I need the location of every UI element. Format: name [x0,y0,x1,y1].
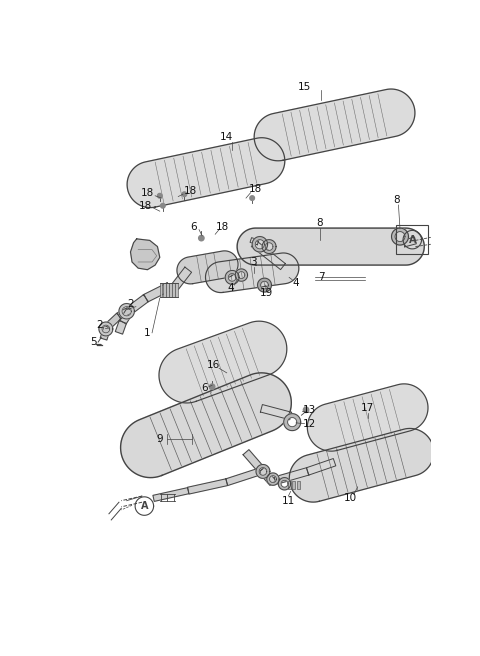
Polygon shape [172,267,192,289]
Polygon shape [262,239,276,253]
Polygon shape [254,89,415,161]
Circle shape [250,195,254,200]
Text: 7: 7 [318,272,325,282]
Circle shape [182,192,187,197]
Text: 13: 13 [302,405,316,415]
Text: 1: 1 [144,328,151,338]
Polygon shape [235,269,248,281]
Text: 4: 4 [292,277,299,288]
Bar [175,283,178,297]
Polygon shape [278,478,291,490]
Polygon shape [306,459,336,475]
Circle shape [199,236,204,241]
Text: 19: 19 [259,288,273,298]
Polygon shape [250,237,259,245]
Text: 4: 4 [228,283,234,293]
Polygon shape [105,314,121,329]
Polygon shape [115,321,126,334]
Text: 6: 6 [191,222,197,232]
Polygon shape [392,228,408,245]
Text: 10: 10 [343,493,357,503]
Text: 5: 5 [90,337,97,347]
Text: 18: 18 [216,222,229,232]
Polygon shape [274,468,309,484]
Polygon shape [307,384,428,451]
Polygon shape [267,473,279,485]
Text: 3: 3 [251,257,257,267]
Bar [297,482,300,489]
Text: 16: 16 [207,360,220,370]
Polygon shape [261,405,292,420]
Polygon shape [117,306,132,319]
Polygon shape [177,251,238,284]
Text: 18: 18 [139,201,153,211]
Text: 18: 18 [184,186,197,196]
Circle shape [209,384,215,390]
Polygon shape [120,308,134,324]
Polygon shape [100,325,111,340]
Polygon shape [237,228,424,265]
Text: 2: 2 [127,298,134,308]
Polygon shape [284,414,300,430]
Polygon shape [127,138,285,207]
Polygon shape [119,304,134,319]
Text: 6: 6 [201,383,208,393]
Polygon shape [131,239,160,270]
Polygon shape [144,283,171,302]
Bar [163,283,166,297]
Text: 18: 18 [249,184,262,194]
Bar [160,283,162,297]
Polygon shape [289,428,434,502]
Polygon shape [205,253,299,293]
Text: 11: 11 [282,496,295,506]
Text: 9: 9 [156,434,163,444]
Polygon shape [403,237,416,247]
Polygon shape [259,467,276,485]
Circle shape [160,203,165,208]
Polygon shape [243,449,264,472]
Polygon shape [188,479,228,494]
Polygon shape [258,278,271,292]
Polygon shape [256,464,270,478]
Polygon shape [252,237,267,252]
Text: 18: 18 [141,188,154,197]
Text: 2: 2 [96,320,103,330]
Circle shape [157,194,162,198]
Text: 12: 12 [302,419,316,428]
Polygon shape [153,487,189,501]
Polygon shape [265,235,301,243]
Text: 8: 8 [393,195,399,205]
Text: A: A [141,501,148,511]
Text: 14: 14 [220,133,233,142]
Bar [288,482,291,489]
Text: 15: 15 [298,82,311,92]
Bar [166,283,168,297]
Polygon shape [252,241,285,270]
Polygon shape [225,270,239,284]
Text: 8: 8 [317,218,323,228]
Circle shape [303,407,309,413]
Bar [172,283,175,297]
Polygon shape [128,295,148,313]
Text: A: A [408,235,416,245]
Bar [169,283,172,297]
Text: 17: 17 [361,403,374,413]
Polygon shape [120,373,291,478]
Polygon shape [159,321,287,403]
Polygon shape [99,322,113,336]
Polygon shape [226,468,261,485]
Bar [292,482,295,489]
